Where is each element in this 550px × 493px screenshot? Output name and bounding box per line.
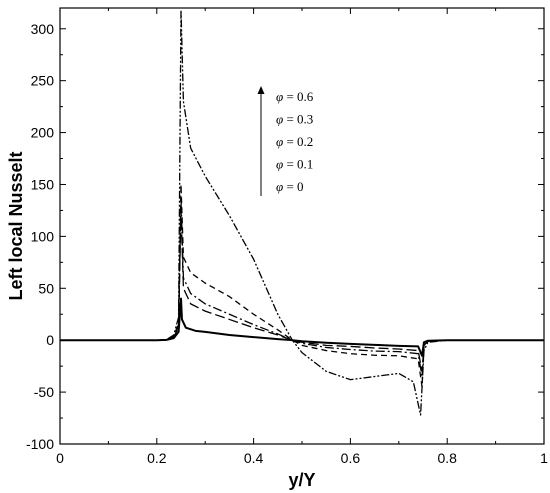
series-line-3: [60, 199, 544, 378]
legend-entry-0: φ = 0: [276, 179, 304, 194]
x-tick-label: 0.4: [244, 450, 264, 466]
x-tick-label: 0.6: [341, 450, 361, 466]
legend-entry-0-1: φ = 0.1: [276, 157, 313, 172]
y-tick-label: -50: [34, 384, 54, 400]
series-line-4: [60, 183, 544, 388]
series-line-5: [60, 9, 544, 416]
y-tick-label: 250: [31, 73, 55, 89]
x-tick-label: 0: [56, 450, 64, 466]
series-line-1: [60, 297, 544, 357]
y-tick-label: 0: [46, 332, 54, 348]
legend-entry-0-6: φ = 0.6: [276, 89, 314, 104]
y-tick-label: 50: [38, 280, 54, 296]
y-tick-label: 300: [31, 21, 55, 37]
series-line-2: [60, 209, 544, 372]
legend-entry-0-2: φ = 0.2: [276, 134, 313, 149]
plot-frame: [59, 7, 545, 445]
y-axis-label: Left local Nusselt: [6, 151, 26, 300]
legend-entry-0-3: φ = 0.3: [276, 112, 313, 127]
y-tick-label: -100: [26, 436, 54, 452]
legend-arrow-head: [257, 86, 265, 94]
legend: φ = 0.6 φ = 0.3 φ = 0.2 φ = 0.1 φ = 0: [257, 86, 314, 196]
x-tick-label: 0.2: [147, 450, 167, 466]
y-tick-label: 150: [31, 176, 55, 192]
x-tick-label: 1: [540, 450, 548, 466]
x-tick-label: 0.8: [437, 450, 457, 466]
series-layer: [60, 9, 544, 416]
x-axis-label: y/Y: [288, 470, 315, 490]
ticks-layer: 0 0.2 0.4 0.6 0.8 1 -100 -50 0 50 100 150 200 250 300: [26, 8, 548, 466]
y-tick-label: 200: [31, 125, 55, 141]
y-tick-label: 100: [31, 228, 55, 244]
